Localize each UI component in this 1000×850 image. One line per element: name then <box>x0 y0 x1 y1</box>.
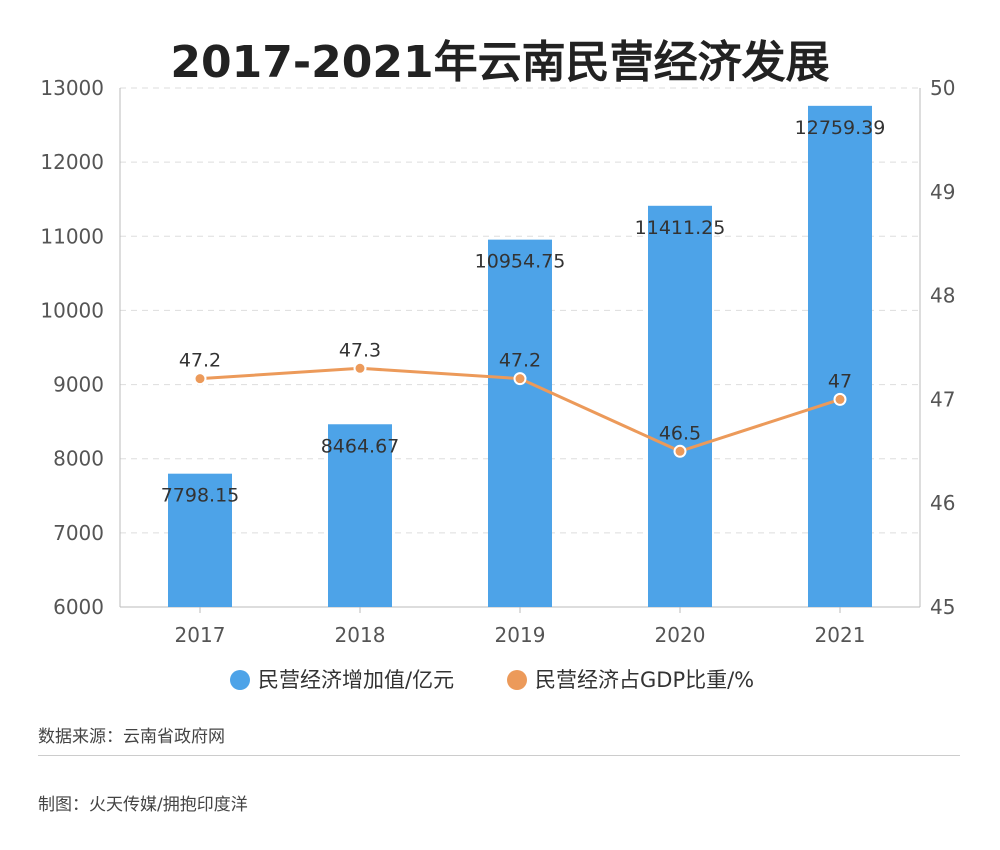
line-point <box>673 444 687 458</box>
credit-note: 制图：火天传媒/拥抱印度洋 <box>38 795 248 815</box>
bar-data-label: 12759.39 <box>795 117 886 139</box>
x-tick-label: 2017 <box>175 623 226 647</box>
x-tick-label: 2018 <box>335 623 386 647</box>
source-note: 数据来源：云南省政府网 <box>38 727 225 747</box>
y-left-tick-label: 6000 <box>53 595 104 619</box>
x-tick-label: 2019 <box>495 623 546 647</box>
line-data-label: 46.5 <box>659 422 701 444</box>
line-point <box>513 372 527 386</box>
chart-title: 2017-2021年云南民营经济发展 <box>170 37 830 88</box>
legend-line-label: 民营经济占GDP比重/% <box>535 668 754 692</box>
combo-chart: 6000 7000 8000 9000 10000 11000 12000 13000 45 46… <box>40 76 955 692</box>
x-tick-label: 2020 <box>655 623 706 647</box>
bar <box>648 205 712 607</box>
y-right-tick-label: 45 <box>930 595 955 619</box>
footer-divider <box>38 755 960 756</box>
x-tick-label: 2021 <box>815 623 866 647</box>
y-right-tick-label: 47 <box>930 387 955 411</box>
line-point <box>353 361 367 375</box>
line-data-label: 47 <box>828 370 852 392</box>
y-right-tick-label: 48 <box>930 284 955 308</box>
y-left-tick-label: 7000 <box>53 521 104 545</box>
line-data-label: 47.2 <box>179 350 221 372</box>
bar-data-label: 7798.15 <box>161 485 240 507</box>
line-point <box>193 372 207 386</box>
y-right-tick-label: 50 <box>930 76 955 100</box>
y-left-tick-label: 10000 <box>40 298 104 322</box>
bar-data-label: 11411.25 <box>635 217 726 239</box>
bar-data-label: 10954.75 <box>475 251 566 273</box>
y-left-tick-label: 13000 <box>40 76 104 100</box>
bar <box>328 424 392 607</box>
bar-data-label: 8464.67 <box>321 435 400 457</box>
bar <box>168 473 232 607</box>
line-data-label: 47.3 <box>339 339 381 361</box>
legend-bar-label: 民营经济增加值/亿元 <box>258 668 454 692</box>
bar <box>808 105 872 608</box>
line-data-label: 47.2 <box>499 350 541 372</box>
y-left-tick-label: 8000 <box>53 447 104 471</box>
y-left-tick-label: 12000 <box>40 150 104 174</box>
line-point <box>833 392 847 406</box>
legend-bar-icon <box>230 670 250 690</box>
legend-line-icon <box>507 670 527 690</box>
bar <box>488 239 552 607</box>
y-right-tick-label: 46 <box>930 491 955 515</box>
y-right-tick-label: 49 <box>930 180 955 204</box>
y-left-tick-label: 11000 <box>40 224 104 248</box>
y-left-tick-label: 9000 <box>53 373 104 397</box>
